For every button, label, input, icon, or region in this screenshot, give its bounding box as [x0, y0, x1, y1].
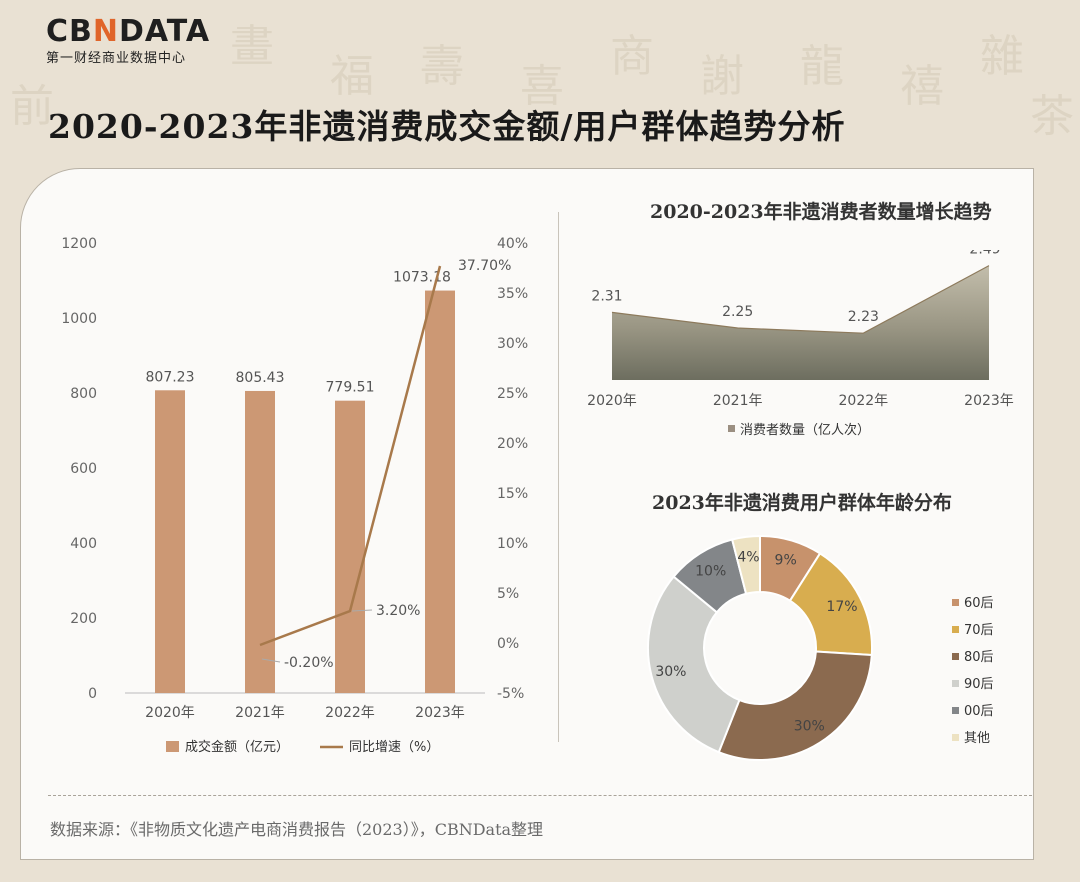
y-tick-label: 0: [88, 686, 97, 702]
y2-tick-label: 25%: [497, 386, 528, 402]
page-title: 2020-2023年非遗消费成交金额/用户群体趋势分析: [48, 107, 846, 146]
donut-slice: [647, 575, 741, 754]
legend-label-bar: 成交金额（亿元）: [185, 739, 289, 755]
legend-swatch-pie: [952, 680, 959, 687]
x-tick-label: 2021年: [235, 705, 285, 721]
y2-tick-label: 0%: [497, 636, 519, 652]
donut-value-label: 9%: [775, 553, 797, 569]
donut-slice: [730, 534, 761, 595]
x-tick-label: 2023年: [964, 393, 1014, 409]
donut-value-label: 17%: [826, 599, 857, 615]
area-chart-title: 2020-2023年非遗消费者数量增长趋势: [650, 201, 992, 223]
y-tick-label: 200: [70, 611, 97, 627]
legend-swatch-pie: [952, 707, 959, 714]
consumer-area-outline: [611, 265, 990, 334]
donut-chart-title: 2023年非遗消费用户群体年龄分布: [652, 492, 952, 514]
legend-label-pie: 其他: [964, 731, 990, 746]
y-tick-label: 800: [70, 386, 97, 402]
y2-tick-label: 15%: [497, 486, 528, 502]
bar: [155, 390, 185, 693]
donut-value-label: 30%: [794, 719, 825, 735]
y2-tick-label: 30%: [497, 336, 528, 352]
growth-rate-label: 3.20%: [376, 603, 420, 619]
y-tick-label: 400: [70, 536, 97, 552]
bar-value-label: 805.43: [236, 370, 285, 386]
bar-value-label: 807.23: [146, 369, 195, 385]
x-tick-label: 2020年: [587, 393, 637, 409]
x-tick-label: 2020年: [145, 705, 195, 721]
combo-chart: 0 200 400 600 800 1000 1200 -5% 0% 5% 10% 15% 20% 25%…: [61, 236, 528, 755]
legend-swatch-area: [728, 425, 735, 432]
legend-label-line: 同比增速（%）: [349, 740, 439, 755]
source-divider: [48, 795, 1032, 796]
area-value-label: 2.25: [722, 304, 753, 320]
legend-label-area: 消费者数量（亿人次）: [740, 422, 870, 438]
bar-value-label: 779.51: [326, 380, 375, 396]
y2-tick-label: 35%: [497, 286, 528, 302]
x-tick-label: 2023年: [415, 705, 465, 721]
legend-swatch-pie: [952, 599, 959, 606]
leader-line: [261, 658, 281, 663]
growth-rate-line: [259, 265, 442, 647]
y2-tick-label: 40%: [497, 236, 528, 252]
leader-line: [351, 609, 373, 612]
area-value-label: 2.31: [591, 288, 622, 304]
y-tick-label: 1200: [61, 236, 97, 252]
legend-label-pie: 70后: [964, 623, 994, 638]
x-tick-label: 2022年: [325, 705, 375, 721]
cbndata-logo: CBNDATA 第一财经商业数据中心: [46, 14, 211, 66]
y2-tick-label: 10%: [497, 536, 528, 552]
area-chart: 2.31 2020年 2.25 2021年 2.23 2022年 2.49 2023年消费者数…: [587, 250, 1014, 438]
legend-swatch-bar: [166, 741, 179, 752]
y2-tick-label: 5%: [497, 586, 519, 602]
legend-label-pie: 00后: [964, 704, 994, 719]
y2-tick-label: 20%: [497, 436, 528, 452]
donut-value-label: 30%: [655, 664, 686, 680]
growth-rate-label: 37.70%: [458, 258, 511, 274]
legend-swatch-pie: [952, 626, 959, 633]
bar: [245, 390, 275, 693]
area-value-label: 2.49: [969, 250, 1000, 258]
consumer-area: [612, 265, 989, 380]
panel-divider: [558, 212, 559, 742]
y-tick-label: 1000: [61, 311, 97, 327]
legend-swatch-pie: [952, 734, 959, 741]
growth-rate-label: -0.20%: [284, 655, 334, 671]
bar-value-label: 1073.18: [393, 270, 451, 286]
y-tick-label: 600: [70, 461, 97, 477]
legend-label-pie: 80后: [964, 650, 994, 665]
x-tick-label: 2021年: [713, 393, 763, 409]
y2-tick-label: -5%: [497, 686, 524, 702]
bar: [335, 400, 365, 693]
data-source: 数据来源：《非物质文化遗产电商消费报告（2023）》，CBNData整理: [50, 820, 544, 839]
legend-label-pie: 60后: [964, 596, 994, 611]
legend-swatch-pie: [952, 653, 959, 660]
x-tick-label: 2022年: [839, 393, 889, 409]
donut-value-label: 4%: [737, 550, 759, 566]
content-card: [20, 168, 1034, 860]
area-value-label: 2.23: [848, 309, 879, 325]
bar: [425, 290, 455, 693]
legend-label-pie: 90后: [964, 677, 994, 692]
donut-slice: [717, 650, 873, 761]
donut-value-label: 10%: [695, 563, 726, 579]
logo-subtitle: 第一财经商业数据中心: [46, 51, 187, 66]
